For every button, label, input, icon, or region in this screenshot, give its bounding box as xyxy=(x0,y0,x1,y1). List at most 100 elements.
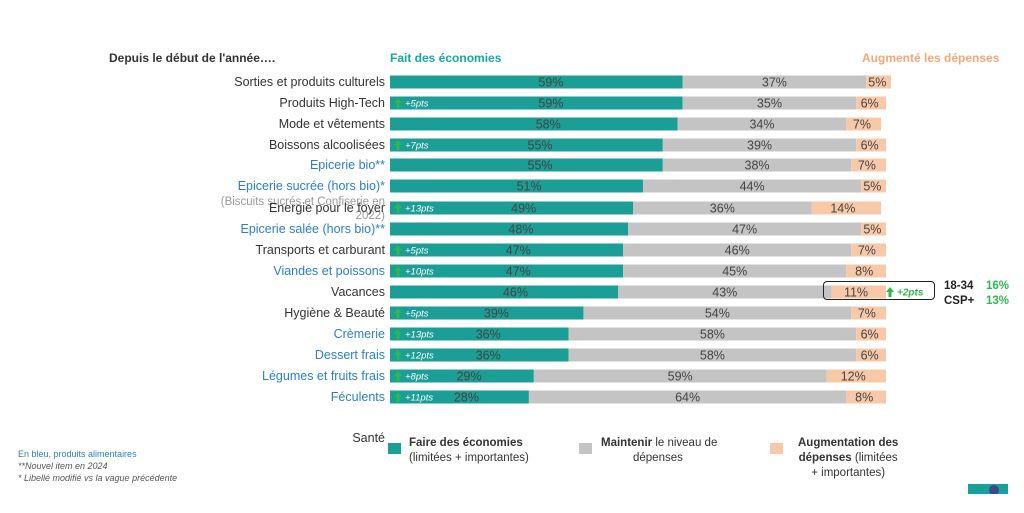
bar-segment xyxy=(628,222,862,236)
bar-segment xyxy=(662,138,857,152)
value-label: 11% xyxy=(844,286,868,300)
category-sublabel: 2022) xyxy=(356,210,386,222)
bar-segment xyxy=(851,243,886,257)
bar-segment xyxy=(390,96,683,110)
badge-label: +10pts xyxy=(405,267,434,278)
value-label: 8% xyxy=(855,391,873,405)
category-label: Transports et carburant xyxy=(256,243,386,257)
value-label: 7% xyxy=(858,307,876,321)
legend-increase-bold1: Augmentation des xyxy=(798,437,899,449)
category-label: Crèmerie xyxy=(334,327,385,341)
bar-segment xyxy=(390,390,529,404)
bar-segment xyxy=(861,179,886,193)
value-label: 7% xyxy=(858,159,876,173)
value-label: 55% xyxy=(528,139,553,153)
value-label: 36% xyxy=(476,349,501,363)
callout-seg-value-1: 16% xyxy=(986,280,1010,292)
bar-segment xyxy=(390,306,584,320)
bar-segment xyxy=(851,158,886,172)
bar-segment xyxy=(826,369,886,383)
note-modified-label: * Libellé modifié vs la vague précédente xyxy=(18,473,178,483)
value-label: 29% xyxy=(457,370,482,384)
value-label: 59% xyxy=(538,97,563,111)
callout-seg-value-2: 13% xyxy=(986,295,1010,307)
category-label: Dessert frais xyxy=(315,348,385,362)
legend-swatch-savings xyxy=(388,443,401,454)
category-label: Légumes et fruits frais xyxy=(262,369,385,383)
badge-label: +8pts xyxy=(405,372,429,383)
legend-maintain-rest2: dépenses xyxy=(633,452,683,464)
category-label: Hygiène & Beauté xyxy=(284,306,385,320)
value-label: 6% xyxy=(861,139,879,153)
value-label: 39% xyxy=(484,307,509,321)
up-arrow-icon xyxy=(394,350,402,360)
callout-box xyxy=(823,281,935,300)
category-label: Sorties et produits culturels xyxy=(234,75,385,89)
bar-segment xyxy=(623,243,852,257)
legend-maintain-bold: Maintenir xyxy=(601,437,653,449)
bar-segment xyxy=(533,369,827,383)
bar-segment xyxy=(390,348,569,362)
value-label: 51% xyxy=(517,180,542,194)
legend-swatch-maintain xyxy=(579,443,592,454)
bar-segment xyxy=(856,327,886,341)
badge-label: +5pts xyxy=(405,99,429,110)
legend-swatch-increase xyxy=(770,443,783,454)
bar-segment xyxy=(866,75,891,89)
bar-segment xyxy=(390,75,683,89)
header-increase: Augmenté les dépenses xyxy=(862,51,1000,65)
value-label: 58% xyxy=(700,349,725,363)
legend-item-increase: Augmentation des dépenses (limitées + im… xyxy=(798,436,898,481)
callout-badge-label: +2pts xyxy=(897,288,924,299)
callout-seg-label-1: 18-34 xyxy=(944,280,974,292)
legend-maintain-rest1: le niveau de xyxy=(652,437,718,449)
badge-label: +7pts xyxy=(405,141,429,152)
value-label: 45% xyxy=(722,265,747,279)
bar-segment xyxy=(623,264,847,278)
value-label: 55% xyxy=(528,159,553,173)
brand-logo-dot xyxy=(989,485,999,494)
value-label: 48% xyxy=(508,223,533,237)
value-label: 6% xyxy=(861,328,879,342)
category-sublabel: (Biscuits sucrés et Confiserie en xyxy=(221,196,385,208)
value-label: 34% xyxy=(749,118,774,132)
value-label: 54% xyxy=(705,307,730,321)
value-label: 37% xyxy=(762,76,787,90)
bar-segment xyxy=(846,264,886,278)
category-label: Mode et vêtements xyxy=(279,117,385,131)
value-label: 36% xyxy=(710,202,735,216)
category-label: Féculents xyxy=(331,390,385,404)
value-label: 58% xyxy=(700,328,725,342)
value-label: 47% xyxy=(732,223,757,237)
up-arrow-icon xyxy=(394,371,402,381)
bar-segment xyxy=(856,348,886,362)
bar-segment xyxy=(633,201,812,215)
bar-segment xyxy=(390,285,619,299)
bar-segment xyxy=(390,369,534,383)
badge-label: +12pts xyxy=(405,351,434,362)
badge-label: +11pts xyxy=(405,393,433,404)
legend-increase-rest3: + importantes) xyxy=(811,467,886,479)
up-arrow-icon xyxy=(394,140,402,150)
value-label: 14% xyxy=(830,202,855,216)
category-label: Energie pour le foyer xyxy=(269,201,385,215)
value-label: 7% xyxy=(858,244,876,258)
brand-logo-bar xyxy=(968,484,1008,494)
category-label: Boissons alcoolisées xyxy=(269,138,385,152)
value-label: 59% xyxy=(538,76,563,90)
value-label: 46% xyxy=(503,286,528,300)
value-label: 5% xyxy=(868,76,886,90)
legend-item-savings: Faire des économies (limitées + importan… xyxy=(409,436,529,466)
note-new-item: **Nouvel item en 2024 xyxy=(18,461,108,471)
bar-segment xyxy=(682,96,857,110)
legend-item-maintain: Maintenir le niveau de dépenses xyxy=(601,436,717,466)
category-label: Viandes et poissons xyxy=(273,264,385,278)
badge-label: +13pts xyxy=(405,204,434,215)
category-label: Vacances xyxy=(331,285,385,299)
bar-segment xyxy=(583,306,852,320)
category-label: Produits High-Tech xyxy=(279,96,385,110)
note-food-blue: En bleu, produits alimentaires xyxy=(18,449,137,459)
badge-label: +5pts xyxy=(405,246,429,257)
value-label: 28% xyxy=(454,391,479,405)
callout-seg-label-2: CSP+ xyxy=(944,295,975,307)
